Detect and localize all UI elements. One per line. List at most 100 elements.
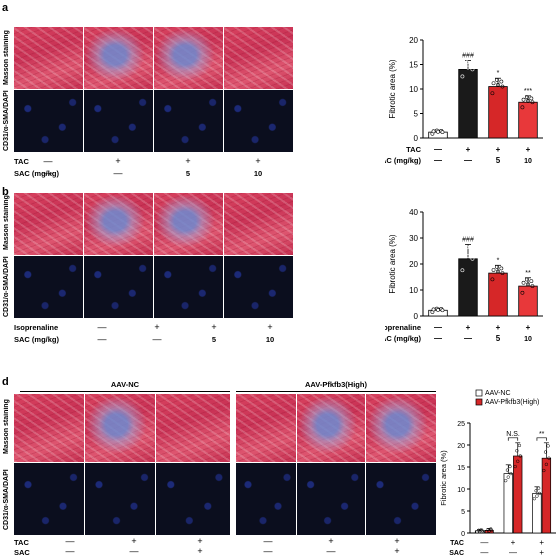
significance-label: * — [497, 70, 500, 77]
panel-b-fluo-image-2 — [84, 256, 153, 318]
data-point — [530, 284, 535, 289]
panel-a-masson-image-1 — [14, 27, 83, 89]
panel-d-fluo-image-2 — [85, 463, 155, 535]
x-row-cell: 5 — [496, 334, 501, 343]
data-point — [517, 443, 522, 448]
panel-b-cell: + — [154, 322, 160, 332]
panel-d-masson-image-3 — [156, 394, 230, 462]
x-row-cell: — — [464, 156, 472, 165]
x-row-cell: + — [539, 538, 544, 547]
x-row-cell: 5 — [496, 156, 501, 165]
y-tick-label: 25 — [457, 421, 465, 428]
legend-swatch — [475, 389, 483, 397]
data-point — [521, 97, 526, 102]
bar — [541, 457, 552, 534]
data-point — [534, 489, 538, 493]
panel-d-label: d — [2, 376, 9, 388]
significance-label: *** — [524, 88, 532, 95]
x-row-cell: — — [480, 548, 488, 557]
y-tick-label: 20 — [409, 260, 418, 269]
x-row-cell: — — [434, 156, 442, 165]
data-point — [526, 99, 530, 103]
data-point — [499, 266, 504, 271]
x-row-cell: 10 — [524, 158, 532, 165]
panel-d-fluo-image-1 — [14, 463, 84, 535]
data-point — [464, 60, 469, 65]
panel-d-row-label-0: TAC — [14, 538, 29, 547]
panel-a-cell: — — [43, 168, 53, 178]
data-point — [496, 269, 500, 274]
panel-d-cell: + — [197, 536, 203, 546]
panel-a-cell: + — [255, 156, 261, 166]
panel-d-cell: — — [129, 546, 139, 556]
panel-a-masson-image-2 — [84, 27, 153, 89]
x-row-cell: + — [466, 323, 471, 332]
y-tick-label: 30 — [409, 234, 418, 243]
panel-b-fluo-image-3 — [154, 256, 223, 318]
panel-d-masson-image-4 — [236, 394, 296, 462]
legend-label: AAV-Pfkfb3(High) — [485, 399, 539, 406]
panel-a-fluo-label: CD31/α-SMA/DAPI — [3, 90, 10, 152]
data-point — [494, 77, 499, 82]
y-tick-label: 0 — [461, 531, 465, 538]
data-point — [513, 464, 517, 469]
panel-b-masson-image-3 — [154, 193, 223, 255]
data-point — [436, 129, 440, 134]
data-point — [544, 462, 549, 467]
data-point — [537, 486, 541, 490]
data-point — [466, 65, 470, 70]
data-point — [431, 307, 436, 312]
panel-d-cell: + — [197, 546, 203, 556]
x-row-label: SAC — [449, 550, 464, 557]
panel-b-masson-image-2 — [84, 193, 153, 255]
data-point — [489, 527, 493, 531]
legend-label: AAV-NC — [485, 390, 511, 397]
x-row-cell: — — [434, 334, 442, 343]
panel-a-fluo-image-4 — [224, 90, 293, 152]
panel-d-row-label-1: SAC — [14, 548, 30, 557]
panel-a-cell: 5 — [185, 169, 191, 178]
bar — [458, 69, 478, 139]
panel-a-cell: + — [115, 156, 121, 166]
x-row-cell: + — [526, 323, 531, 332]
data-point — [436, 307, 440, 312]
data-point — [494, 264, 499, 269]
data-point — [542, 468, 546, 473]
panel-b-row-label-1: SAC (mg/kg) — [14, 335, 59, 344]
data-point — [490, 277, 495, 282]
data-point — [518, 454, 522, 458]
panel-d-group-label-nc: AAV-NC — [110, 380, 140, 389]
x-row-label: TAC — [450, 540, 464, 547]
data-point — [466, 254, 470, 258]
data-point — [469, 62, 474, 67]
data-point — [496, 82, 500, 87]
panel-a-fluo-image-3 — [154, 90, 223, 152]
x-row-cell: + — [466, 145, 471, 154]
y-tick-label: 10 — [457, 487, 465, 494]
legend-swatch — [475, 398, 483, 406]
panel-b-masson-label: Masson staining — [3, 195, 10, 251]
panel-b-fluo-label: CD31/α-SMA/DAPI — [3, 256, 10, 318]
panel-b-row-label-0: Isoprenaline — [14, 323, 59, 332]
panel-d-cell: — — [65, 536, 75, 546]
y-axis-label: Fibrotic area (%) — [388, 234, 397, 293]
data-point — [537, 491, 542, 496]
data-point — [506, 475, 510, 479]
data-point — [520, 290, 525, 295]
panel-d-cell: — — [263, 546, 273, 556]
y-tick-label: 10 — [409, 286, 418, 295]
y-tick-label: 10 — [409, 85, 418, 94]
significance-label: N.S. — [506, 431, 520, 438]
data-point — [524, 277, 529, 282]
x-row-cell: 10 — [524, 336, 532, 343]
data-point — [480, 529, 484, 533]
panel-a-cell: 10 — [253, 169, 263, 178]
panel-d-group-label-pfkfb3: AAV-Pfkfb3(High) — [305, 380, 367, 389]
bar — [488, 272, 508, 317]
y-axis-label: Fibrotic area (%) — [388, 59, 397, 118]
panel-d-cell: — — [326, 546, 336, 556]
y-tick-label: 15 — [457, 465, 465, 472]
data-point — [491, 81, 496, 86]
data-point — [440, 130, 445, 135]
